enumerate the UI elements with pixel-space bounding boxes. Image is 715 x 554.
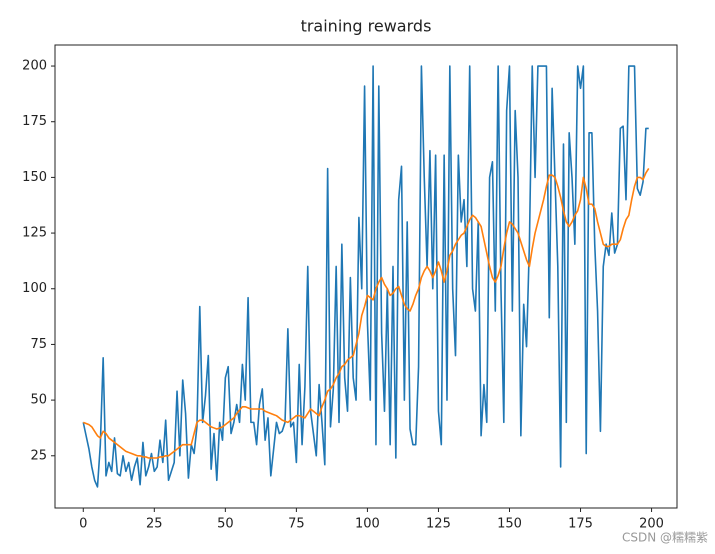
y-tick-label: 175 — [22, 114, 47, 129]
x-tick-label: 175 — [568, 517, 593, 532]
y-tick-label: 125 — [22, 226, 47, 241]
y-tick-label: 75 — [30, 337, 47, 352]
y-tick-label: 200 — [22, 59, 47, 74]
x-tick-label: 75 — [288, 517, 305, 532]
chart-title: training rewards — [301, 17, 432, 36]
x-tick-label: 125 — [426, 517, 451, 532]
x-tick-label: 150 — [497, 517, 522, 532]
y-tick-label: 25 — [30, 448, 47, 463]
y-tick-label: 100 — [22, 281, 47, 296]
x-tick-label: 100 — [355, 517, 380, 532]
series-line — [82, 168, 650, 459]
x-tick-label: 200 — [639, 517, 664, 532]
plot-frame — [54, 44, 678, 509]
y-tick-label: 50 — [30, 393, 47, 408]
x-tick-label: 50 — [217, 517, 234, 532]
x-tick-label: 0 — [79, 517, 87, 532]
x-tick-label: 25 — [146, 517, 163, 532]
y-tick-label: 150 — [22, 170, 47, 185]
watermark: CSDN @糯糯紫 — [622, 531, 708, 545]
series-line — [82, 65, 649, 488]
